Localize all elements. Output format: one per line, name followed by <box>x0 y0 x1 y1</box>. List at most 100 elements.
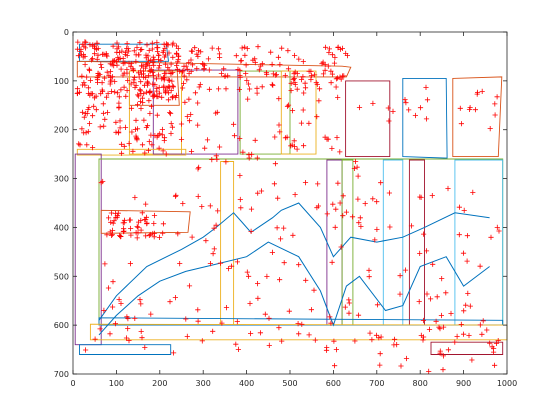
scatter-point <box>169 95 175 101</box>
scatter-point <box>102 116 108 122</box>
scatter-point <box>189 234 195 240</box>
scatter-point <box>213 153 219 159</box>
scatter-point <box>85 85 91 91</box>
scatter-point <box>159 94 165 100</box>
scatter-point <box>387 224 393 230</box>
scatter-point <box>238 57 244 64</box>
scatter-point <box>116 105 122 111</box>
scatter-point <box>100 101 106 107</box>
scatter-point <box>127 261 133 267</box>
scatter-point <box>243 62 249 68</box>
scatter-point <box>79 126 85 132</box>
scatter-point <box>259 61 265 67</box>
scatter-point <box>159 76 165 82</box>
scatter-point <box>166 67 172 73</box>
scatter-point <box>167 110 173 116</box>
scatter-point <box>149 46 155 52</box>
scatter-point <box>461 207 467 213</box>
scatter-point <box>121 226 127 232</box>
scatter-point <box>329 145 335 151</box>
scatter-point <box>146 98 152 104</box>
scatter-point <box>424 97 431 103</box>
scatter-point <box>325 136 331 142</box>
scatter-point <box>114 40 120 46</box>
scatter-point <box>301 90 307 96</box>
scatter-point <box>335 45 341 51</box>
scatter-point <box>132 84 138 90</box>
scatter-point <box>326 46 332 52</box>
scatter-point <box>340 193 346 199</box>
scatter-point <box>104 232 110 238</box>
scatter-point <box>82 110 89 117</box>
scatter-point <box>84 142 90 148</box>
scatter-point <box>114 46 120 52</box>
scatter-point <box>117 118 123 124</box>
scatter-point <box>266 315 272 321</box>
scatter-point <box>247 86 253 92</box>
scatter-point <box>79 73 85 79</box>
scatter-point <box>177 261 183 267</box>
scatter-point <box>237 135 243 142</box>
scatter-point <box>299 321 305 327</box>
scatter-point <box>255 281 261 287</box>
scatter-point <box>136 74 142 80</box>
scatter-point <box>107 229 113 235</box>
scatter-point <box>494 94 500 100</box>
scatter-point <box>270 71 276 77</box>
scatter-point <box>95 45 101 51</box>
scatter-point <box>209 157 215 163</box>
scatter-point <box>332 54 338 60</box>
scatter-point <box>290 76 296 82</box>
scatter-point <box>398 363 404 369</box>
scatter-point <box>244 77 250 83</box>
scatter-point <box>178 136 185 142</box>
scatter-point <box>79 52 85 58</box>
scatter-point <box>370 196 376 202</box>
scatter-point <box>234 319 240 325</box>
scatter-point <box>168 88 174 94</box>
scatter-point <box>117 125 123 131</box>
scatter-point <box>300 107 306 113</box>
scatter-point <box>134 44 140 50</box>
scatter-point <box>81 130 87 136</box>
scatter-point <box>98 61 104 68</box>
scatter-point <box>162 45 168 51</box>
scatter-point <box>109 88 115 94</box>
scatter-point <box>378 180 384 186</box>
scatter-point <box>110 43 116 49</box>
scatter-point <box>112 321 118 327</box>
scatter-point <box>81 80 87 86</box>
scatter-point <box>162 54 168 60</box>
x-tick-label: 1000 <box>497 379 517 388</box>
scatter-point <box>144 42 150 48</box>
scatter-point <box>188 57 194 63</box>
scatter-point <box>252 56 258 62</box>
scatter-point <box>288 80 294 86</box>
scatter-point <box>206 86 212 92</box>
scatter-point <box>129 129 135 135</box>
scatter-point <box>160 221 166 227</box>
scatter-point <box>292 52 298 59</box>
scatter-point <box>466 332 472 339</box>
scatter-point <box>184 113 190 120</box>
scatter-point <box>209 45 215 51</box>
scatter-point <box>402 267 409 273</box>
scatter-point <box>327 314 333 320</box>
scatter-point <box>323 347 330 353</box>
scatter-point <box>166 77 173 84</box>
scatter-point <box>341 73 347 79</box>
scatter-point <box>139 46 145 52</box>
scatter-point <box>211 225 217 231</box>
scatter-point <box>240 149 246 155</box>
scatter-point <box>316 98 322 104</box>
scatter-point <box>110 220 116 226</box>
scatter-point <box>87 77 93 83</box>
scatter-point <box>225 73 231 79</box>
scatter-point <box>144 123 151 129</box>
scatter-point <box>158 57 164 63</box>
scatter-point <box>314 205 320 211</box>
scatter-point <box>343 209 349 215</box>
scatter-point <box>373 332 380 338</box>
scatter-point <box>300 59 306 65</box>
scatter-point <box>296 331 302 337</box>
